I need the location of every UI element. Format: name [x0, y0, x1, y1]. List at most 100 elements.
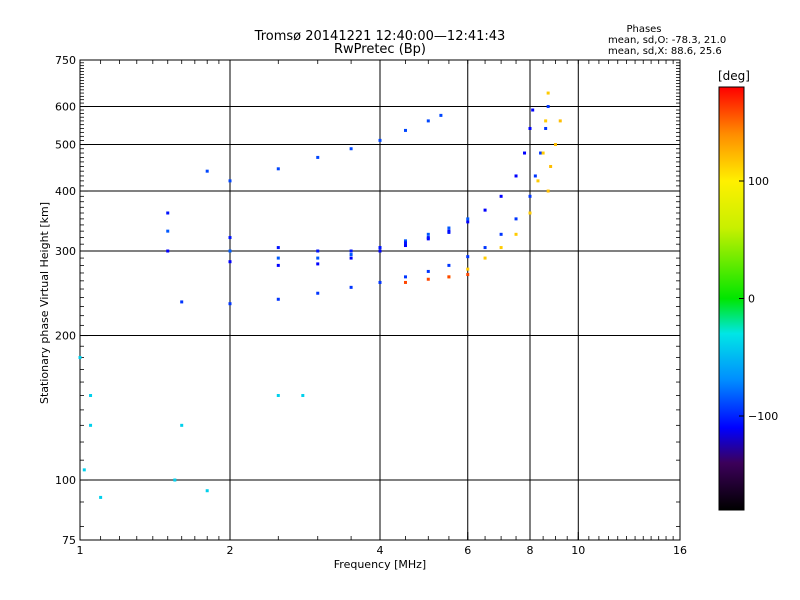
- colorbar-unit: [deg]: [718, 69, 750, 83]
- echo-trace: [205, 113, 443, 183]
- echo-point: [531, 108, 535, 112]
- echo-trace: [166, 217, 470, 260]
- echo-point: [82, 468, 86, 472]
- echo-point: [205, 489, 209, 493]
- echo-point: [180, 423, 184, 427]
- colorbar-tick-label: −100: [748, 410, 778, 423]
- echo-point: [349, 249, 353, 253]
- x-tick-label: 16: [673, 544, 687, 557]
- echo-point: [316, 256, 320, 260]
- y-tick-label: 750: [55, 54, 76, 67]
- echo-point: [549, 164, 553, 168]
- echo-point: [514, 217, 518, 221]
- colorbar: 100 0 −100: [718, 86, 778, 511]
- echo-point: [316, 249, 320, 253]
- echo-point: [166, 229, 170, 233]
- colorbar-tick-label: 0: [748, 293, 755, 306]
- echo-point: [483, 246, 487, 250]
- echo-point: [276, 256, 280, 260]
- y-tick-label: 300: [55, 245, 76, 258]
- echo-point: [349, 147, 353, 151]
- chart-subtitle: RwPretec (Bp): [334, 42, 426, 57]
- echo-point: [403, 241, 407, 245]
- echo-point: [403, 280, 407, 284]
- echo-point: [426, 232, 430, 236]
- echo-point: [403, 128, 407, 132]
- echo-point: [349, 285, 353, 289]
- echo-point: [426, 119, 430, 123]
- echo-point: [466, 255, 470, 259]
- echo-trace: [180, 105, 550, 306]
- x-tick-label: 4: [377, 544, 384, 557]
- echo-point: [528, 194, 532, 198]
- echo-point: [466, 220, 470, 224]
- echo-trace: [78, 355, 305, 499]
- echo-point: [539, 151, 543, 155]
- echo-point: [528, 211, 532, 215]
- x-tick-label: 8: [527, 544, 534, 557]
- chart-title: Tromsø 20141221 12:40:00—12:41:43: [254, 29, 506, 44]
- colorbar-tick-label: 100: [748, 175, 769, 188]
- y-tick-label: 400: [55, 185, 76, 198]
- echo-point: [426, 277, 430, 281]
- echo-trace: [166, 211, 451, 253]
- echo-point: [546, 105, 550, 109]
- echo-point: [349, 253, 353, 257]
- echo-point: [558, 119, 562, 123]
- echo-point: [89, 423, 93, 427]
- stats-line-o: mean, sd,O: -78.3, 21.0: [608, 35, 726, 46]
- x-tick-label: 6: [464, 544, 471, 557]
- echo-trace: [403, 273, 470, 284]
- y-axis-label: Stationary phase Virtual Height [km]: [38, 202, 51, 404]
- echo-point: [544, 126, 548, 130]
- echo-point: [166, 211, 170, 215]
- echo-point: [499, 246, 503, 250]
- y-tick-label: 600: [55, 101, 76, 114]
- echo-point: [205, 169, 209, 173]
- echo-point: [180, 300, 184, 304]
- echo-point: [546, 91, 550, 95]
- x-axis-label: Frequency [MHz]: [334, 558, 426, 571]
- echo-point: [447, 263, 451, 267]
- echo-point: [99, 495, 103, 499]
- echo-point: [403, 239, 407, 243]
- echo-point: [499, 194, 503, 198]
- echo-point: [533, 174, 537, 178]
- echo-point: [546, 189, 550, 193]
- echo-point: [544, 119, 548, 123]
- echo-point: [378, 280, 382, 284]
- echo-point: [276, 246, 280, 250]
- echo-point: [514, 232, 518, 236]
- stats-title: Phases: [626, 24, 661, 35]
- echo-point: [228, 302, 232, 306]
- echo-point: [276, 297, 280, 301]
- x-tick-label: 10: [571, 544, 585, 557]
- echo-point: [514, 174, 518, 178]
- echo-point: [426, 269, 430, 273]
- echo-point: [466, 267, 470, 271]
- echo-point: [447, 275, 451, 279]
- echo-point: [403, 244, 407, 248]
- echo-point: [316, 262, 320, 266]
- echo-point: [536, 179, 540, 183]
- echo-point: [301, 394, 305, 398]
- echo-point: [378, 138, 382, 142]
- echo-point: [466, 273, 470, 277]
- echo-point: [447, 230, 451, 234]
- echo-point: [553, 143, 557, 147]
- echo-point: [426, 236, 430, 240]
- y-tick-label: 200: [55, 330, 76, 343]
- x-tick-label: 1: [77, 544, 84, 557]
- plot-frame: [79, 59, 681, 541]
- echo-trace: [166, 108, 535, 267]
- echo-point: [528, 126, 532, 130]
- echo-point: [173, 478, 177, 482]
- echo-point: [483, 208, 487, 212]
- echo-point: [466, 217, 470, 221]
- echo-point: [541, 151, 545, 155]
- echo-point: [276, 394, 280, 398]
- echo-point: [228, 249, 232, 253]
- echo-point: [483, 256, 487, 260]
- plot-area: 1 2 4 6 8 10 16 75 100 200 300 400 500 600 750: [55, 54, 687, 557]
- echo-trace: [447, 91, 550, 279]
